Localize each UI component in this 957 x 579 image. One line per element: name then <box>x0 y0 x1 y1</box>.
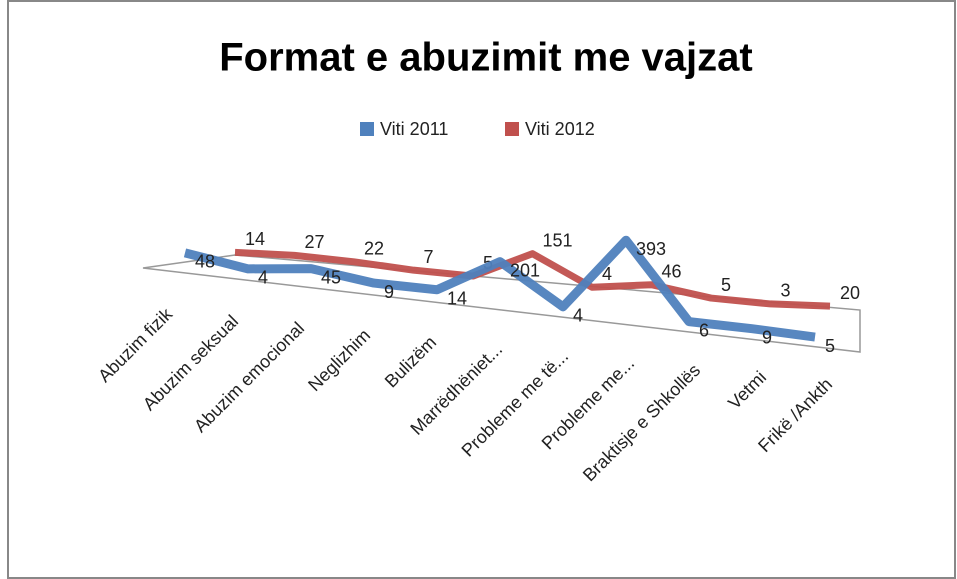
data-label: 7 <box>424 247 434 267</box>
data-label: 3 <box>781 281 791 301</box>
data-label: 201 <box>510 260 540 280</box>
data-label: 5 <box>825 336 835 356</box>
data-label: 14 <box>245 229 265 249</box>
data-label: 151 <box>543 230 573 250</box>
legend-swatch <box>505 122 519 136</box>
series-line <box>183 235 816 342</box>
data-label: 9 <box>384 282 394 302</box>
legend-swatch <box>360 122 374 136</box>
legend-label: Viti 2012 <box>525 119 595 139</box>
data-label: 6 <box>699 320 709 340</box>
data-label: 46 <box>662 261 682 281</box>
data-label: 45 <box>321 267 341 287</box>
series-line <box>234 248 831 310</box>
data-label: 393 <box>636 239 666 259</box>
data-label: 48 <box>195 252 215 272</box>
data-label: 14 <box>447 288 467 308</box>
legend-label: Viti 2011 <box>380 119 448 139</box>
data-label: 22 <box>364 239 384 259</box>
data-label: 4 <box>258 268 268 288</box>
data-label: 27 <box>305 232 325 252</box>
chart-title: Format e abuzimit me vajzat <box>219 36 752 80</box>
data-label: 9 <box>762 327 772 347</box>
data-label: 4 <box>573 306 583 326</box>
data-label: 5 <box>721 275 731 295</box>
data-label: 20 <box>840 283 860 303</box>
data-label: 4 <box>602 264 612 284</box>
